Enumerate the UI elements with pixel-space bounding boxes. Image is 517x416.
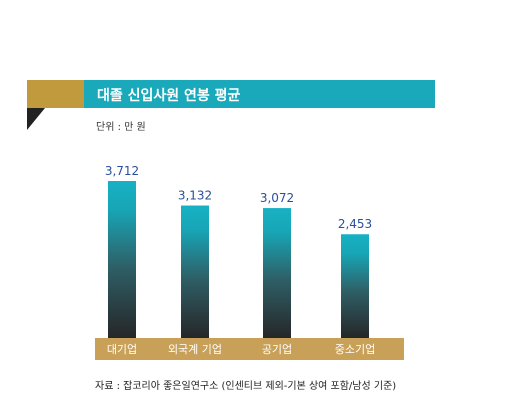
category-label-2: 외국계 기업 [168, 343, 222, 356]
category-label-4: 중소기업 [335, 343, 375, 356]
value-label-3: 3,072 [260, 191, 294, 205]
bars-group: 3,712 3,132 3,072 2,453 [105, 164, 372, 338]
bar-3 [263, 208, 291, 338]
value-label-4: 2,453 [338, 217, 372, 231]
title-bar [84, 80, 435, 108]
title-tail-triangle [27, 108, 45, 130]
title-banner: 대졸 신입사원 연봉 평균 [27, 80, 435, 108]
title-gold-block [27, 80, 84, 108]
bar-4 [341, 234, 369, 338]
category-label-1: 대기업 [107, 343, 137, 356]
category-labels: 대기업 외국계 기업 공기업 중소기업 [107, 343, 375, 356]
value-label-1: 3,712 [105, 164, 139, 178]
value-label-2: 3,132 [178, 189, 212, 203]
category-label-3: 공기업 [262, 343, 292, 356]
category-band [95, 338, 404, 360]
source-note: 자료 : 잡코리아 좋은일연구소 (인센티브 제외-기본 상여 포함/남성 기준… [95, 381, 397, 392]
unit-label: 단위 : 만 원 [96, 122, 146, 133]
bar-1 [108, 181, 136, 338]
chart-title: 대졸 신입사원 연봉 평균 [97, 88, 241, 104]
bar-2 [181, 205, 209, 338]
